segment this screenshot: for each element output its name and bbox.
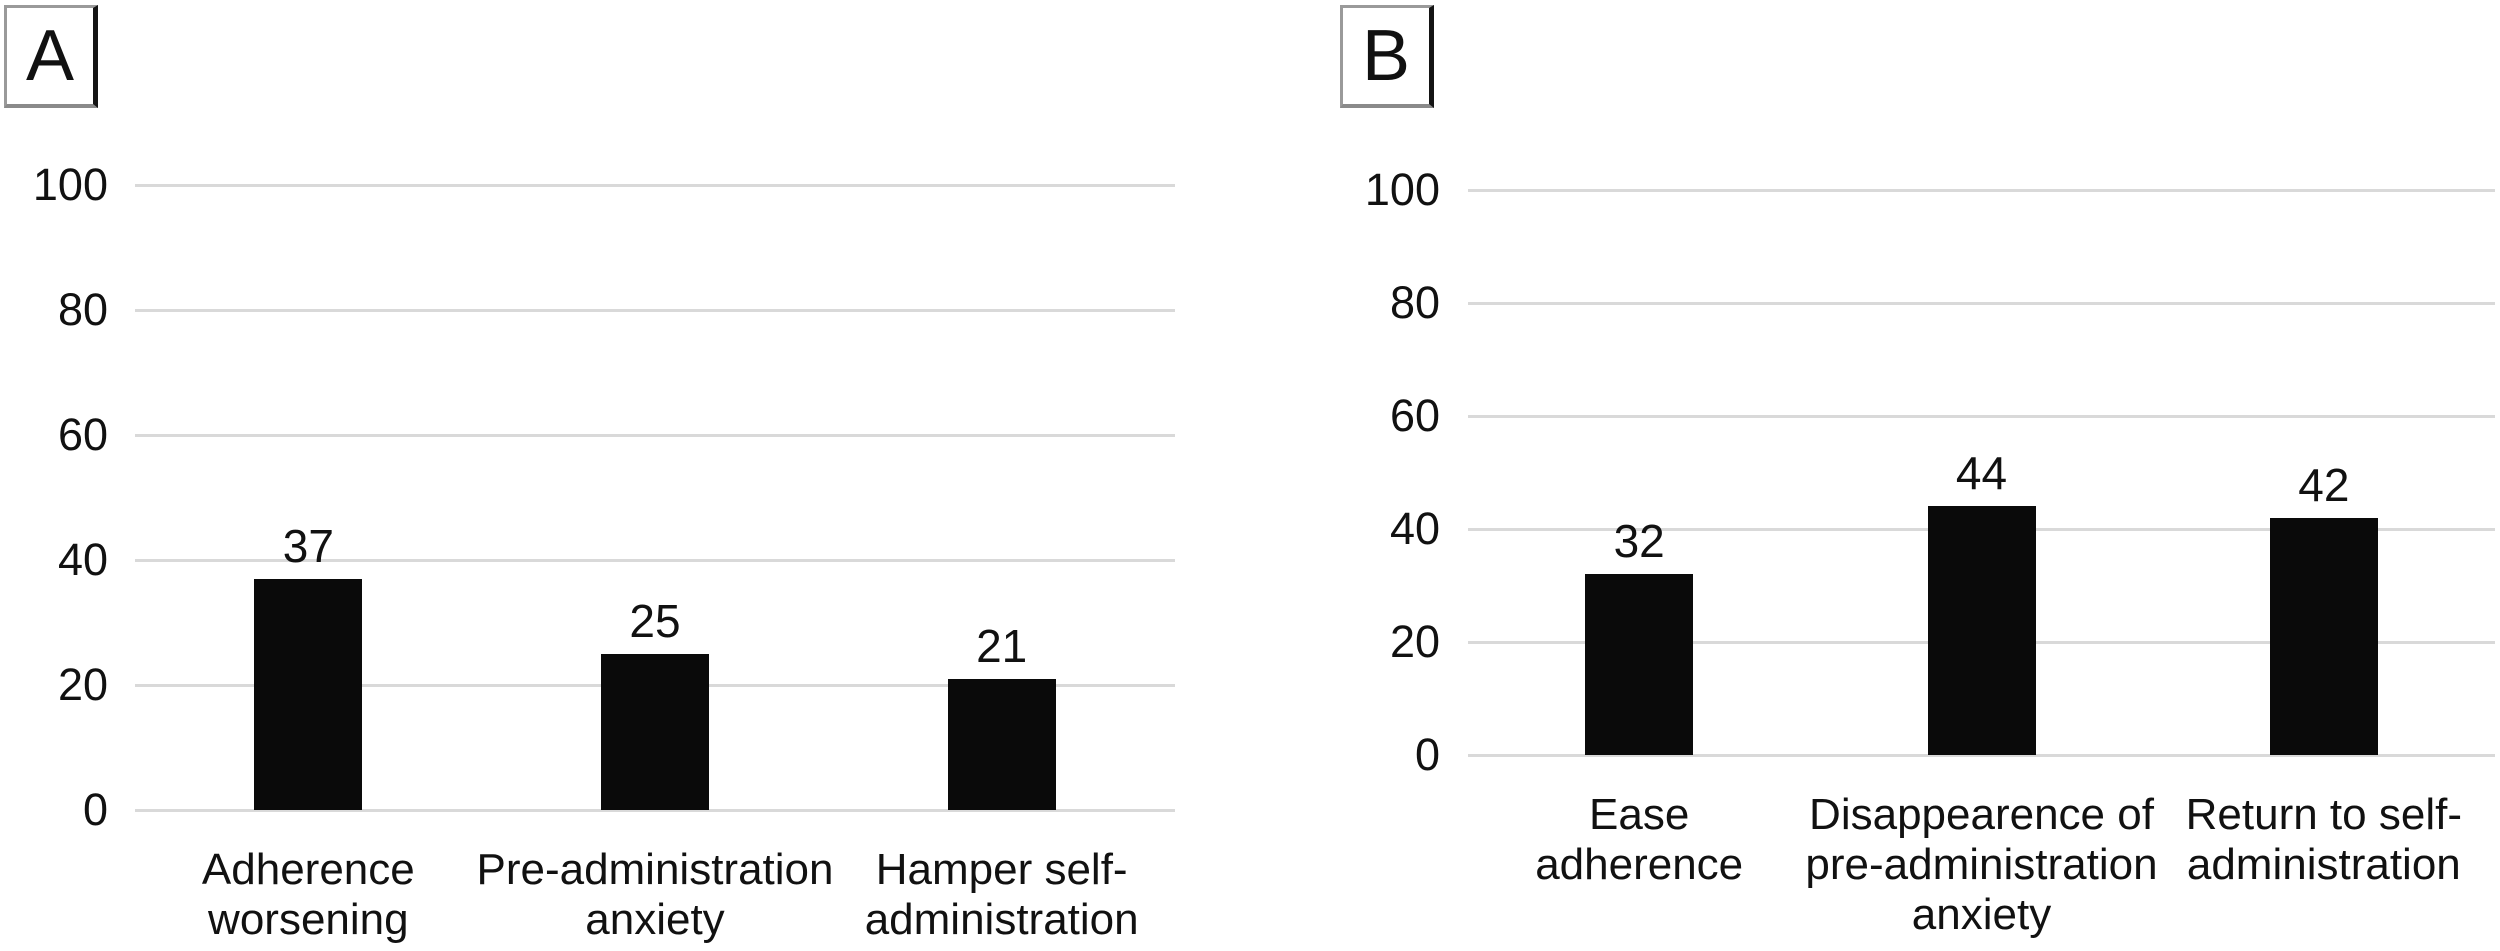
bar	[601, 653, 709, 810]
gridline	[135, 558, 1175, 562]
bar-value-label: 37	[282, 519, 334, 572]
y-axis-tick-label: 80	[1389, 277, 1440, 328]
bar	[2269, 517, 2378, 755]
bar	[254, 578, 363, 810]
category-label: Hamper self- administration	[864, 845, 1139, 944]
category-label: Return to self- administration	[2185, 790, 2462, 889]
panel-b-label-box: B	[1340, 5, 1434, 108]
category-label: Disappearence of pre-administration anxi…	[1805, 790, 2158, 939]
gridline	[135, 808, 1175, 812]
panel-b-letter: B	[1361, 16, 1411, 96]
panel-a-letter: A	[25, 16, 75, 96]
bar	[1585, 574, 1694, 755]
bar-value-label: 21	[976, 619, 1028, 672]
y-axis-tick-label: 0	[1414, 729, 1440, 780]
category-label: Adherence worsening	[201, 845, 415, 944]
y-axis-tick-label: 20	[1389, 616, 1440, 667]
y-axis-tick-label: 40	[1389, 503, 1440, 554]
y-axis-tick-label: 20	[57, 659, 108, 710]
bar	[947, 678, 1056, 810]
bar-value-label: 44	[1955, 447, 2008, 500]
bar-value-label: 25	[629, 594, 681, 647]
y-axis-tick-label: 80	[57, 284, 108, 335]
gridline	[1468, 414, 2495, 418]
y-axis-tick-label: 40	[57, 534, 108, 585]
y-axis-tick-label: 100	[32, 159, 108, 210]
y-axis-tick-label: 60	[57, 409, 108, 460]
gridline	[135, 308, 1175, 312]
gridline	[1468, 301, 2495, 305]
bar-value-label: 42	[2298, 458, 2350, 511]
gridline	[1468, 753, 2495, 757]
y-axis-tick-label: 100	[1364, 164, 1440, 215]
gridline	[135, 433, 1175, 437]
gridline	[135, 183, 1175, 187]
y-axis-tick-label: 60	[1389, 390, 1440, 441]
category-label: Ease adherence	[1535, 790, 1744, 889]
bar-value-label: 32	[1613, 515, 1665, 568]
y-axis-tick-label: 0	[82, 784, 108, 835]
gridline	[1468, 188, 2495, 192]
panel-a-label-box: A	[4, 5, 98, 108]
category-label: Pre-administration anxiety	[476, 845, 834, 944]
bar	[1927, 506, 2036, 755]
